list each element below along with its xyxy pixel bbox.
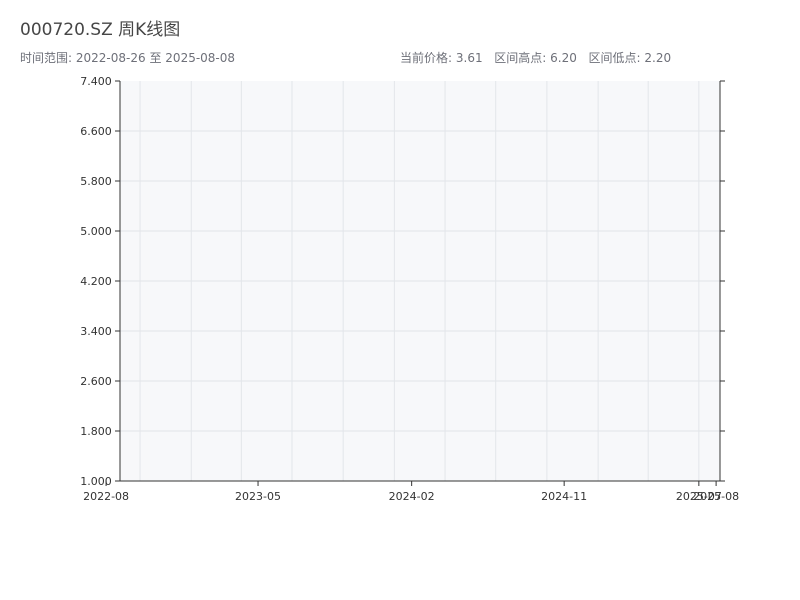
x-tick-label: 2024-02 xyxy=(389,490,435,503)
y-tick-label: 4.200 xyxy=(80,275,112,288)
date-range-joiner: 至 xyxy=(149,51,162,65)
price-summary: 当前价格: 3.61 区间高点: 6.20 区间低点: 2.20 xyxy=(400,52,671,64)
y-tick-label: 2.600 xyxy=(80,375,112,388)
y-tick-label: 5.800 xyxy=(80,175,112,188)
y-tick-label: 1.000 xyxy=(80,475,112,488)
chart-title: 000720.SZ 周K线图 xyxy=(20,20,181,40)
y-tick-label: 6.600 xyxy=(80,125,112,138)
y-tick-label: 7.400 xyxy=(80,75,112,88)
range-low-value: 2.20 xyxy=(644,51,672,65)
x-tick-label: 2025-08 xyxy=(693,490,739,503)
current-price-value: 3.61 xyxy=(455,51,483,65)
y-tick-label: 3.400 xyxy=(80,325,112,338)
y-tick-label: 1.800 xyxy=(80,425,112,438)
current-price-label: 当前价格: xyxy=(400,51,453,65)
date-range-label: 时间范围: xyxy=(20,51,73,65)
x-tick-label: 2025-07 xyxy=(676,490,722,503)
date-range-end: 2025-08-08 xyxy=(165,51,236,65)
date-range-info: 时间范围: 2022-08-26 至 2025-08-08 xyxy=(20,52,235,64)
range-high-label: 区间高点: xyxy=(494,51,547,65)
x-tick-label: 2024-11 xyxy=(541,490,587,503)
range-high-value: 6.20 xyxy=(550,51,577,65)
y-tick-label: 5.000 xyxy=(80,225,112,238)
x-tick-label: 2023-05 xyxy=(235,490,281,503)
range-low-label: 区间低点: xyxy=(588,51,641,65)
date-range-start: 2022-08-26 xyxy=(75,51,146,65)
x-tick-label: 2022-08 xyxy=(83,490,129,503)
